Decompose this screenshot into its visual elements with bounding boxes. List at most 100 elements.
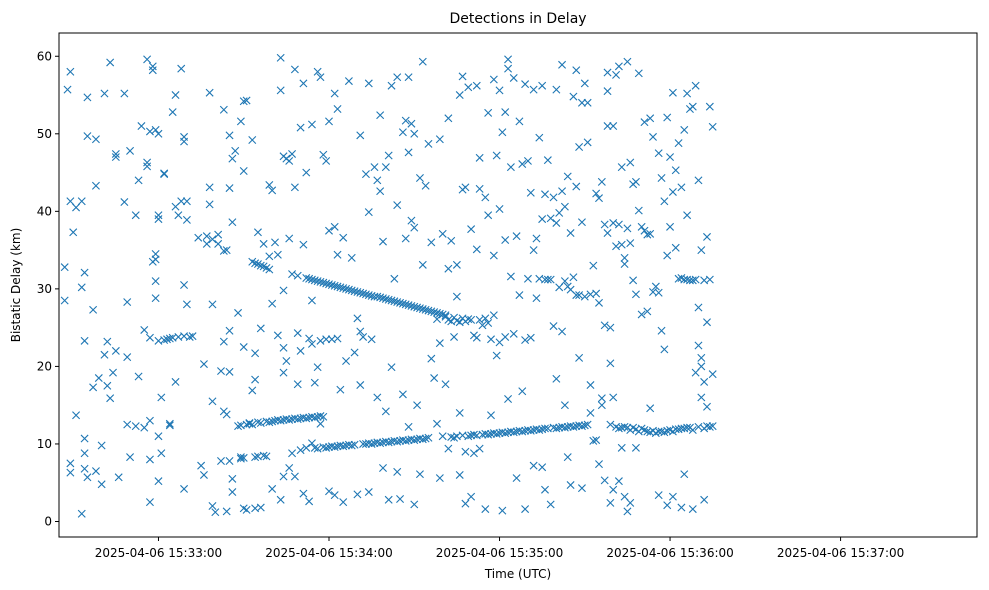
data-point — [259, 451, 268, 460]
data-point — [83, 473, 92, 482]
data-point — [387, 437, 396, 446]
data-point — [495, 429, 504, 438]
data-point — [211, 508, 220, 517]
data-point — [339, 284, 348, 293]
data-point — [643, 230, 652, 239]
data-point — [222, 246, 231, 255]
data-point — [83, 132, 92, 141]
data-point — [228, 488, 237, 497]
data-point — [157, 449, 166, 458]
data-point — [467, 315, 476, 324]
data-point — [279, 472, 288, 481]
data-point — [506, 163, 515, 172]
data-point — [214, 230, 223, 239]
data-point — [319, 443, 328, 452]
data-point — [376, 111, 385, 120]
data-point — [504, 55, 513, 64]
data-point — [367, 335, 376, 344]
data-point — [151, 294, 160, 303]
data-point — [575, 353, 584, 362]
data-point — [251, 375, 260, 384]
data-point — [529, 246, 538, 255]
data-point — [327, 281, 336, 289]
data-point — [566, 481, 575, 490]
data-point — [467, 431, 476, 440]
data-point — [80, 434, 89, 443]
data-point — [512, 427, 521, 436]
data-point — [703, 422, 711, 431]
data-point — [89, 383, 98, 392]
data-point — [165, 421, 174, 430]
data-point — [407, 435, 416, 444]
data-point — [228, 218, 237, 227]
data-point — [89, 305, 98, 314]
data-point — [484, 430, 493, 439]
data-point — [592, 189, 601, 198]
data-point — [154, 129, 163, 138]
data-point — [572, 66, 581, 75]
data-point — [509, 73, 518, 82]
data-point — [80, 336, 89, 345]
data-point — [262, 452, 271, 461]
data-point — [410, 436, 419, 445]
data-point — [393, 467, 402, 476]
data-point — [123, 420, 132, 429]
data-point — [236, 453, 245, 462]
data-point — [577, 422, 586, 431]
data-point — [60, 296, 69, 305]
data-point — [617, 240, 626, 249]
data-point — [256, 419, 265, 428]
data-point — [381, 407, 390, 416]
data-point — [464, 432, 473, 441]
data-point — [577, 484, 586, 493]
data-point — [350, 440, 359, 449]
data-point — [145, 455, 154, 464]
data-point — [489, 75, 498, 84]
data-point — [595, 194, 603, 203]
data-point — [316, 419, 325, 428]
data-point — [552, 85, 561, 94]
x-tick-label: 2025-04-06 15:37:00 — [777, 546, 904, 560]
data-point — [649, 132, 657, 141]
data-point — [614, 424, 623, 433]
data-point — [234, 308, 243, 317]
data-point — [205, 88, 214, 97]
data-point — [120, 198, 129, 207]
data-point — [333, 282, 342, 291]
data-point — [91, 467, 100, 476]
data-point — [182, 197, 191, 206]
data-point — [268, 417, 277, 426]
data-point — [219, 337, 228, 346]
data-point — [140, 325, 149, 334]
data-point — [492, 351, 501, 360]
data-point — [325, 226, 333, 235]
data-point — [373, 292, 382, 301]
data-point — [404, 73, 413, 82]
data-point — [541, 424, 549, 433]
data-point — [131, 211, 140, 220]
data-point — [114, 473, 123, 482]
data-point — [475, 153, 484, 162]
data-point — [688, 102, 697, 111]
data-point — [299, 79, 308, 88]
data-point — [305, 413, 314, 422]
data-point — [626, 498, 635, 507]
data-point — [276, 416, 285, 425]
data-point — [197, 461, 206, 470]
data-point — [666, 153, 675, 162]
data-point — [91, 135, 100, 144]
data-point — [631, 443, 640, 452]
data-point — [498, 506, 507, 515]
data-point — [612, 70, 621, 79]
data-point — [290, 472, 299, 481]
data-point — [285, 415, 294, 424]
data-point — [171, 91, 180, 100]
data-point — [293, 329, 302, 338]
data-point — [560, 423, 569, 432]
data-point — [657, 326, 666, 335]
data-point — [103, 337, 112, 346]
data-point — [91, 181, 100, 190]
data-point — [182, 300, 191, 309]
data-point — [532, 234, 541, 243]
